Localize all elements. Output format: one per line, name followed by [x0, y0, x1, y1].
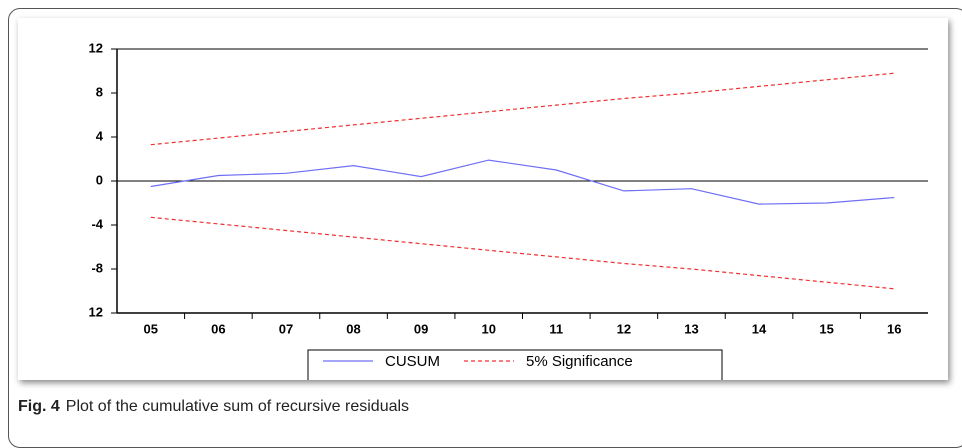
x-tick-label: 10: [481, 321, 495, 336]
y-tick-label: 12: [89, 40, 103, 55]
x-tick-label: 14: [752, 321, 767, 336]
caption-label: Fig. 4: [18, 398, 60, 415]
y-tick-label: -4: [91, 216, 103, 231]
legend-label: 5% Significance: [526, 353, 633, 370]
y-tick-label: -8: [91, 260, 103, 275]
y-tick-label: 4: [96, 128, 104, 143]
figure-image: 12 -8 -4 0 4 8 12 05 06 07 08 09 10 11 12 13 14 15 16 CUSUM…: [18, 18, 948, 380]
x-tick-label: 09: [414, 321, 428, 336]
y-tick-label: 12: [89, 304, 103, 319]
chart: 12 -8 -4 0 4 8 12 05 06 07 08 09 10 11 12 13 14 15 16 CUSUM…: [89, 40, 928, 380]
legend-box: [307, 349, 723, 380]
page: {"chart_data": {"type": "line", "categor…: [8, 8, 962, 448]
caption-text: Plot of the cumulative sum of recursive …: [65, 398, 410, 415]
legend-label: CUSUM: [385, 353, 440, 370]
x-tick-label: 15: [819, 321, 833, 336]
x-tick-label: 05: [144, 321, 158, 336]
x-tick-label: 16: [887, 321, 901, 336]
caption: Fig. 4 Plot of the cumulative sum of recu…: [18, 398, 409, 416]
series-line: [150, 72, 895, 146]
y-tick-label: 0: [96, 172, 103, 187]
x-tick-label: 06: [211, 321, 225, 336]
x-tick-label: 08: [346, 321, 360, 336]
x-tick-label: 12: [617, 321, 631, 336]
x-tick-label: 07: [279, 321, 293, 336]
x-tick-label: 11: [549, 321, 563, 336]
x-tick-label: 13: [684, 321, 698, 336]
series-line: [150, 216, 895, 290]
y-tick-label: 8: [96, 84, 103, 99]
series-line: [150, 159, 895, 205]
